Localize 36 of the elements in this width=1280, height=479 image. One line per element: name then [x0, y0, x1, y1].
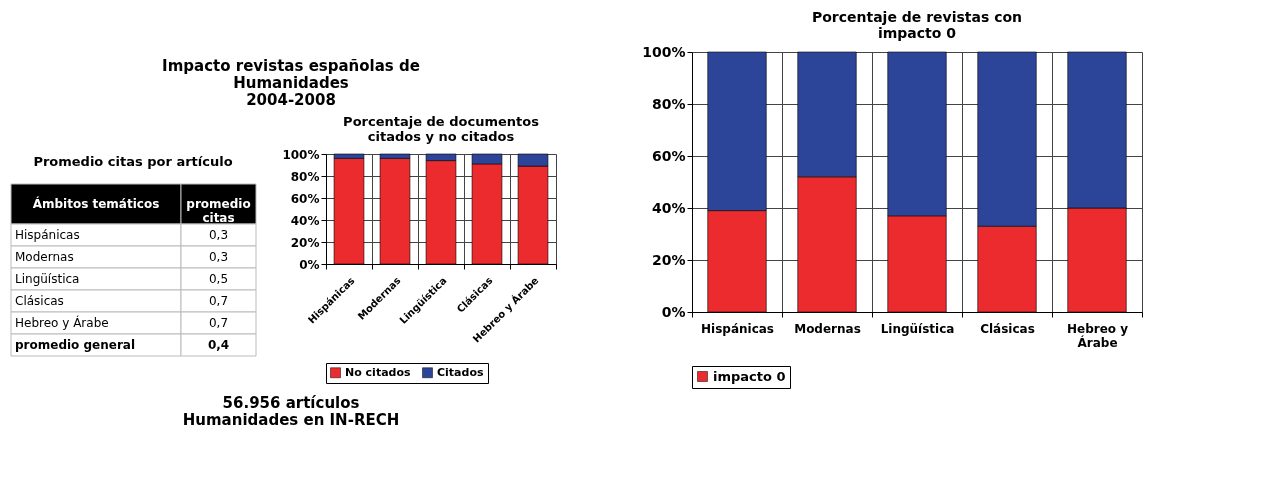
x-tick-label: Hispánicas: [701, 321, 774, 336]
y-tick-label: 100%: [642, 43, 686, 60]
y-tick-label: 40%: [290, 213, 320, 228]
text: Hispánicas: [15, 228, 80, 242]
y-tick-label: 60%: [651, 147, 686, 164]
chart-title: Porcentaje de documentos citados y no citados: [343, 114, 540, 144]
text: Ámbitos temáticos: [32, 196, 160, 211]
text: 0,3: [208, 250, 229, 264]
text: 56.956 artículos Humanidades en IN-RECH: [182, 393, 400, 429]
text: Promedio citas por artículo: [33, 154, 233, 169]
text: 0,7: [208, 294, 229, 308]
x-tick-label: Modernas: [794, 321, 861, 336]
text: promedio general: [15, 338, 136, 352]
y-tick-label: 0%: [661, 303, 686, 320]
legend-label: Citados: [437, 365, 484, 379]
y-tick-label: 20%: [290, 235, 320, 250]
text: Impacto revistas españolas de Humanidades 2004-2008: [162, 56, 420, 109]
legend-label: No citados: [345, 365, 411, 379]
y-tick-label: 0%: [299, 257, 320, 272]
text: 0,5: [208, 272, 229, 286]
text: 0,4: [207, 338, 230, 352]
x-tick-label: Clásicas: [980, 321, 1035, 336]
text: 0,3: [208, 228, 229, 242]
x-tick-label: Lingüística: [880, 321, 955, 336]
y-tick-label: 60%: [290, 191, 320, 206]
text: 0,7: [208, 316, 229, 330]
y-tick-label: 100%: [282, 147, 320, 162]
legend-label: impacto 0: [713, 368, 786, 384]
y-tick-label: 80%: [651, 95, 686, 112]
y-tick-label: 20%: [651, 251, 686, 268]
y-tick-label: 80%: [290, 169, 320, 184]
y-tick-label: 40%: [651, 199, 686, 216]
text: promedio citas: [186, 197, 251, 225]
text: Modernas: [15, 250, 74, 264]
chart-title: Porcentaje de revistas con impacto 0: [811, 9, 1023, 41]
x-tick-label: Hebreo y Árabe: [1066, 321, 1129, 350]
